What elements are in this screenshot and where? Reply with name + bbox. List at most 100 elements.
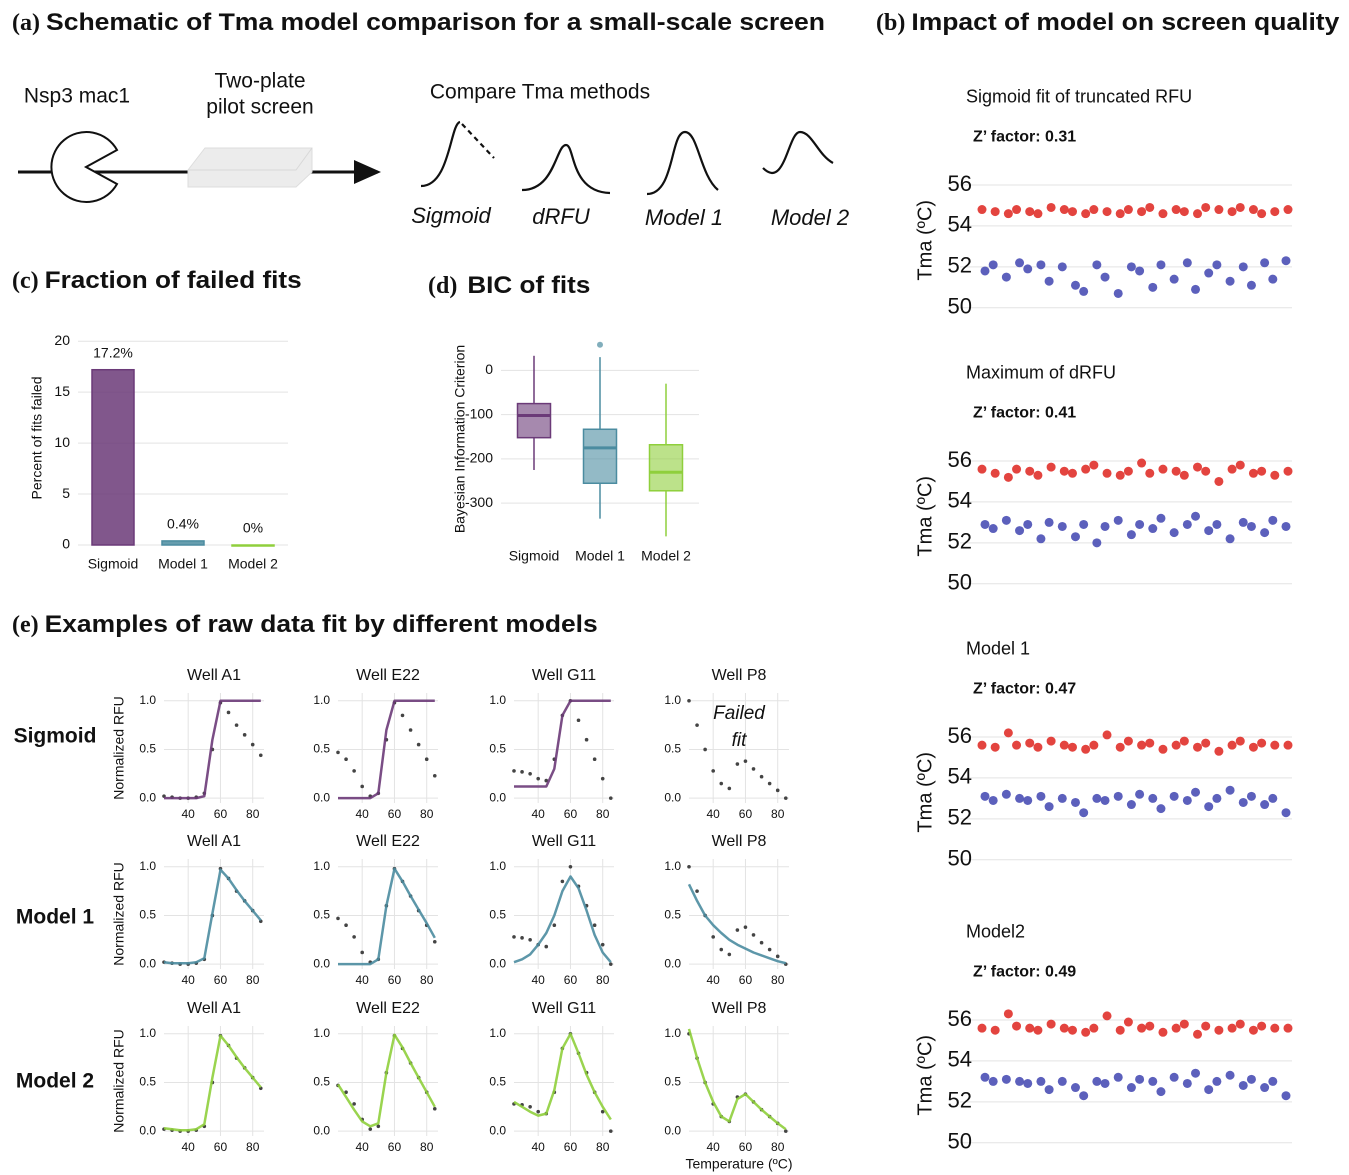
y-tick-label: 0.5 <box>139 742 156 756</box>
y-tick-label: 0.5 <box>313 1075 330 1089</box>
point <box>352 1102 356 1106</box>
point <box>719 948 723 952</box>
point <box>1145 739 1154 748</box>
point <box>1156 804 1165 813</box>
point <box>368 1127 372 1131</box>
y-tick-label: 0.0 <box>664 1123 681 1137</box>
point <box>1033 743 1042 752</box>
point <box>1081 465 1090 474</box>
x-tick-label: 40 <box>532 973 546 987</box>
x-tick-label: 40 <box>356 1140 370 1154</box>
point <box>544 945 548 949</box>
point <box>1247 522 1256 531</box>
x-tick-label: 80 <box>771 1140 785 1154</box>
x-tick-label: 80 <box>596 1140 610 1154</box>
point <box>1172 205 1181 214</box>
point <box>1047 737 1056 746</box>
box <box>584 429 617 483</box>
y-tick-label: 1.0 <box>664 859 681 873</box>
point <box>1170 1073 1179 1082</box>
compare-label: Compare Tma methods <box>430 81 650 104</box>
y-tick-label: 0.5 <box>489 1075 506 1089</box>
point <box>1045 802 1054 811</box>
point <box>243 733 247 737</box>
point <box>512 769 516 773</box>
point <box>1201 203 1210 212</box>
point <box>1193 743 1202 752</box>
point <box>1114 289 1123 298</box>
y-tick-label: 0.0 <box>489 1123 506 1137</box>
point <box>433 1107 437 1111</box>
point <box>1101 796 1110 805</box>
y-tick-label: 50 <box>948 846 972 871</box>
panel-text: Examples of raw data fit by different mo… <box>45 611 598 638</box>
chart-line: 0.00.51.0406080Well P8Failedfit <box>664 667 789 821</box>
point <box>1124 737 1133 746</box>
point <box>235 723 239 727</box>
y-tick-label: 54 <box>948 764 972 789</box>
point <box>336 751 340 755</box>
y-tick-label: -100 <box>465 405 493 421</box>
panel-title: (e)Examples of raw data fit by different… <box>12 611 598 638</box>
point <box>1071 532 1080 541</box>
y-tick-label: 50 <box>948 294 972 319</box>
point <box>1191 1069 1200 1078</box>
y-tick-label: 0.0 <box>664 790 681 804</box>
point <box>768 948 772 952</box>
y-tick-label: 0.5 <box>489 908 506 922</box>
point <box>1135 266 1144 275</box>
point <box>1127 1083 1136 1092</box>
point <box>1193 1030 1202 1039</box>
x-tick-label: Model 1 <box>575 548 625 564</box>
point <box>1127 530 1136 539</box>
x-tick-label: 40 <box>182 807 196 821</box>
point <box>593 757 597 761</box>
point <box>1204 269 1213 278</box>
x-tick-label: 80 <box>246 1140 260 1154</box>
point <box>784 1129 788 1133</box>
point <box>1045 1085 1054 1094</box>
point <box>528 938 532 942</box>
outlier <box>597 342 603 348</box>
point <box>1127 262 1136 271</box>
row-label: Model 2 <box>16 1070 94 1093</box>
point <box>1023 1079 1032 1088</box>
x-tick-label: 60 <box>388 973 402 987</box>
chart-title: Well E22 <box>356 667 420 684</box>
y-tick-label: 52 <box>948 805 972 830</box>
point <box>1156 514 1165 523</box>
point <box>1103 207 1112 216</box>
point <box>1214 205 1223 214</box>
point <box>1036 534 1045 543</box>
method-label: dRFU <box>532 204 590 229</box>
chart-strip: 50525456Tma (ºC)Model 1Z’ factor: 0.47 <box>914 638 1292 870</box>
point <box>1081 1028 1090 1037</box>
point <box>1092 538 1101 547</box>
box <box>518 404 551 438</box>
y-tick-label: 0.0 <box>313 956 330 970</box>
point <box>1228 465 1237 474</box>
point <box>528 772 532 776</box>
method-label: Model 1 <box>645 205 723 230</box>
point <box>1270 741 1279 750</box>
point <box>1158 465 1167 474</box>
point <box>1158 745 1167 754</box>
x-tick-label: 40 <box>356 807 370 821</box>
point <box>1137 207 1146 216</box>
y-axis-label: Tma (ºC) <box>914 1035 936 1116</box>
point <box>719 782 723 786</box>
point <box>978 465 987 474</box>
point <box>1004 209 1013 218</box>
point <box>1058 522 1067 531</box>
point <box>989 260 998 269</box>
y-tick-label: 10 <box>54 434 70 450</box>
point <box>1012 465 1021 474</box>
point <box>520 936 524 940</box>
annotation: Z’ factor: 0.49 <box>973 964 1076 981</box>
point <box>1023 796 1032 805</box>
x-tick-label: 40 <box>707 1140 721 1154</box>
method-label: Sigmoid <box>411 203 491 228</box>
point <box>1092 1077 1101 1086</box>
point <box>1060 741 1069 750</box>
x-tick-label: 80 <box>596 807 610 821</box>
